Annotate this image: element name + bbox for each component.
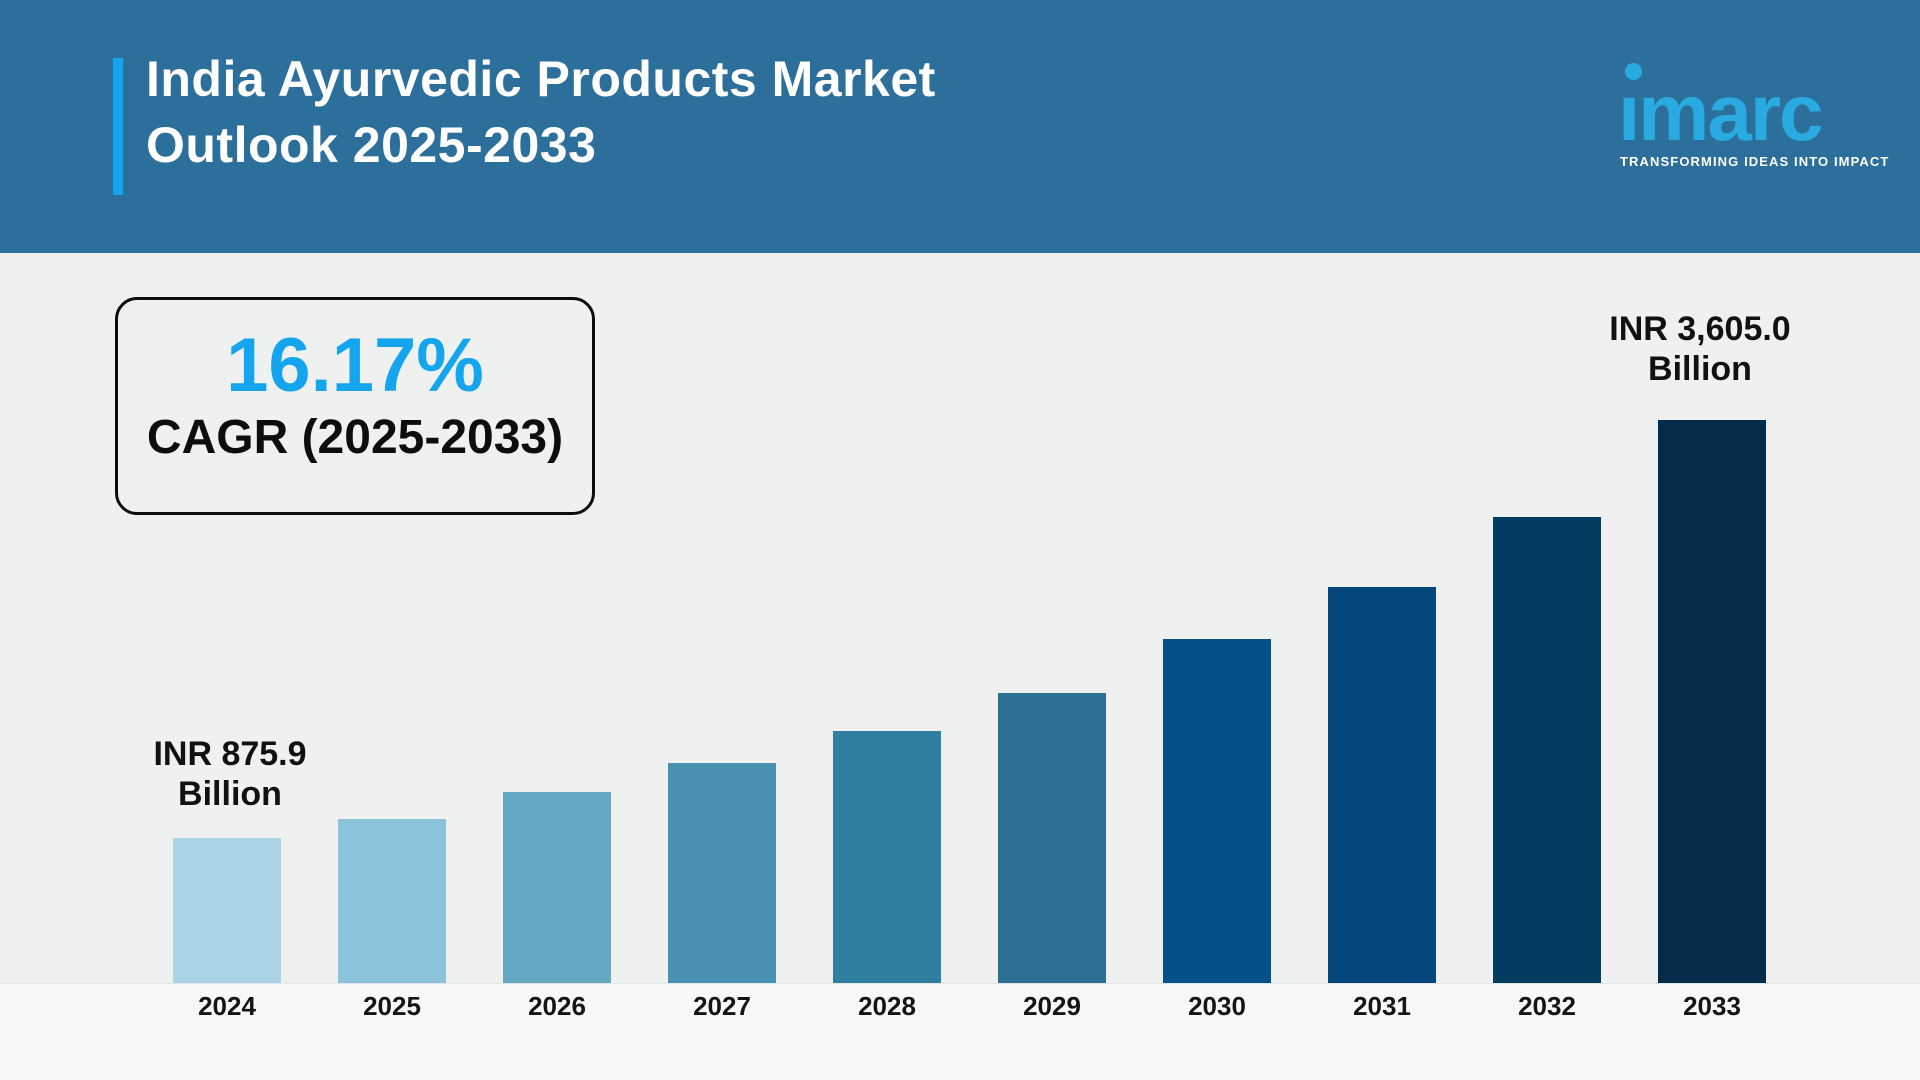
page-title: India Ayurvedic Products Market Outlook … [146, 46, 936, 178]
x-tick-label-2026: 2026 [528, 991, 586, 1021]
bar-column-2032: 2032 [1493, 420, 1601, 1021]
bar-column-2029: 2029 [998, 420, 1106, 1021]
page-title-line2: Outlook 2025-2033 [146, 117, 597, 173]
x-tick-label-2031: 2031 [1353, 991, 1411, 1021]
bar-column-2031: 2031 [1328, 420, 1436, 1021]
bar-column-2025: 2025 [338, 420, 446, 1021]
bar-2029 [998, 693, 1106, 983]
header: India Ayurvedic Products Market Outlook … [0, 0, 1920, 253]
x-tick-label-2025: 2025 [363, 991, 421, 1021]
x-tick-label-2029: 2029 [1023, 991, 1081, 1021]
bar-column-2027: 2027 [668, 420, 776, 1021]
first-bar-value-line2: Billion [178, 775, 282, 813]
bar-2025 [338, 819, 446, 983]
cagr-label: CAGR (2025-2033) [146, 411, 564, 464]
x-tick-label-2028: 2028 [858, 991, 916, 1021]
logo-wordmark: ımarc [1618, 68, 1823, 157]
last-bar-value-line1: INR 3,605.0 [1609, 310, 1791, 348]
cagr-value: 16.17% [226, 323, 484, 408]
bar-column-2024: 2024 [173, 420, 281, 1021]
bar-2032 [1493, 517, 1601, 983]
page-title-line1: India Ayurvedic Products Market [146, 51, 936, 107]
bar-2027 [668, 763, 776, 983]
bar-2033 [1658, 420, 1766, 983]
x-axis-strip [0, 983, 1920, 1080]
x-tick-label-2027: 2027 [693, 991, 751, 1021]
x-tick-label-2032: 2032 [1518, 991, 1576, 1021]
bar-column-2030: 2030 [1163, 420, 1271, 1021]
title-accent-bar [113, 58, 123, 195]
bar-chart: 2024 2025 2026 2027 2028 2029 2030 2031 2032 2033 [173, 420, 1766, 1021]
x-tick-label-2024: 2024 [198, 991, 256, 1021]
bar-column-2026: 2026 [503, 420, 611, 1021]
bar-2031 [1328, 587, 1436, 983]
bar-column-2028: 2028 [833, 420, 941, 1021]
first-bar-value-line1: INR 875.9 [153, 735, 307, 773]
bar-2026 [503, 792, 611, 983]
last-bar-value-label: INR 3,605.0 Billion [1540, 309, 1860, 389]
bar-2028 [833, 731, 941, 983]
last-bar-value-line2: Billion [1648, 350, 1752, 388]
first-bar-value-label: INR 875.9 Billion [70, 734, 390, 814]
logo-dot-icon [1625, 63, 1642, 80]
cagr-callout-box: 16.17% CAGR (2025-2033) [115, 297, 595, 515]
x-tick-label-2033: 2033 [1683, 991, 1741, 1021]
bar-column-2033: 2033 [1658, 420, 1766, 1021]
logo-tagline: TRANSFORMING IDEAS INTO IMPACT [1620, 154, 1890, 169]
bar-2024 [173, 838, 281, 983]
x-tick-label-2030: 2030 [1188, 991, 1246, 1021]
bar-2030 [1163, 639, 1271, 983]
imarc-logo: ımarc TRANSFORMING IDEAS INTO IMPACT [1618, 55, 1888, 175]
